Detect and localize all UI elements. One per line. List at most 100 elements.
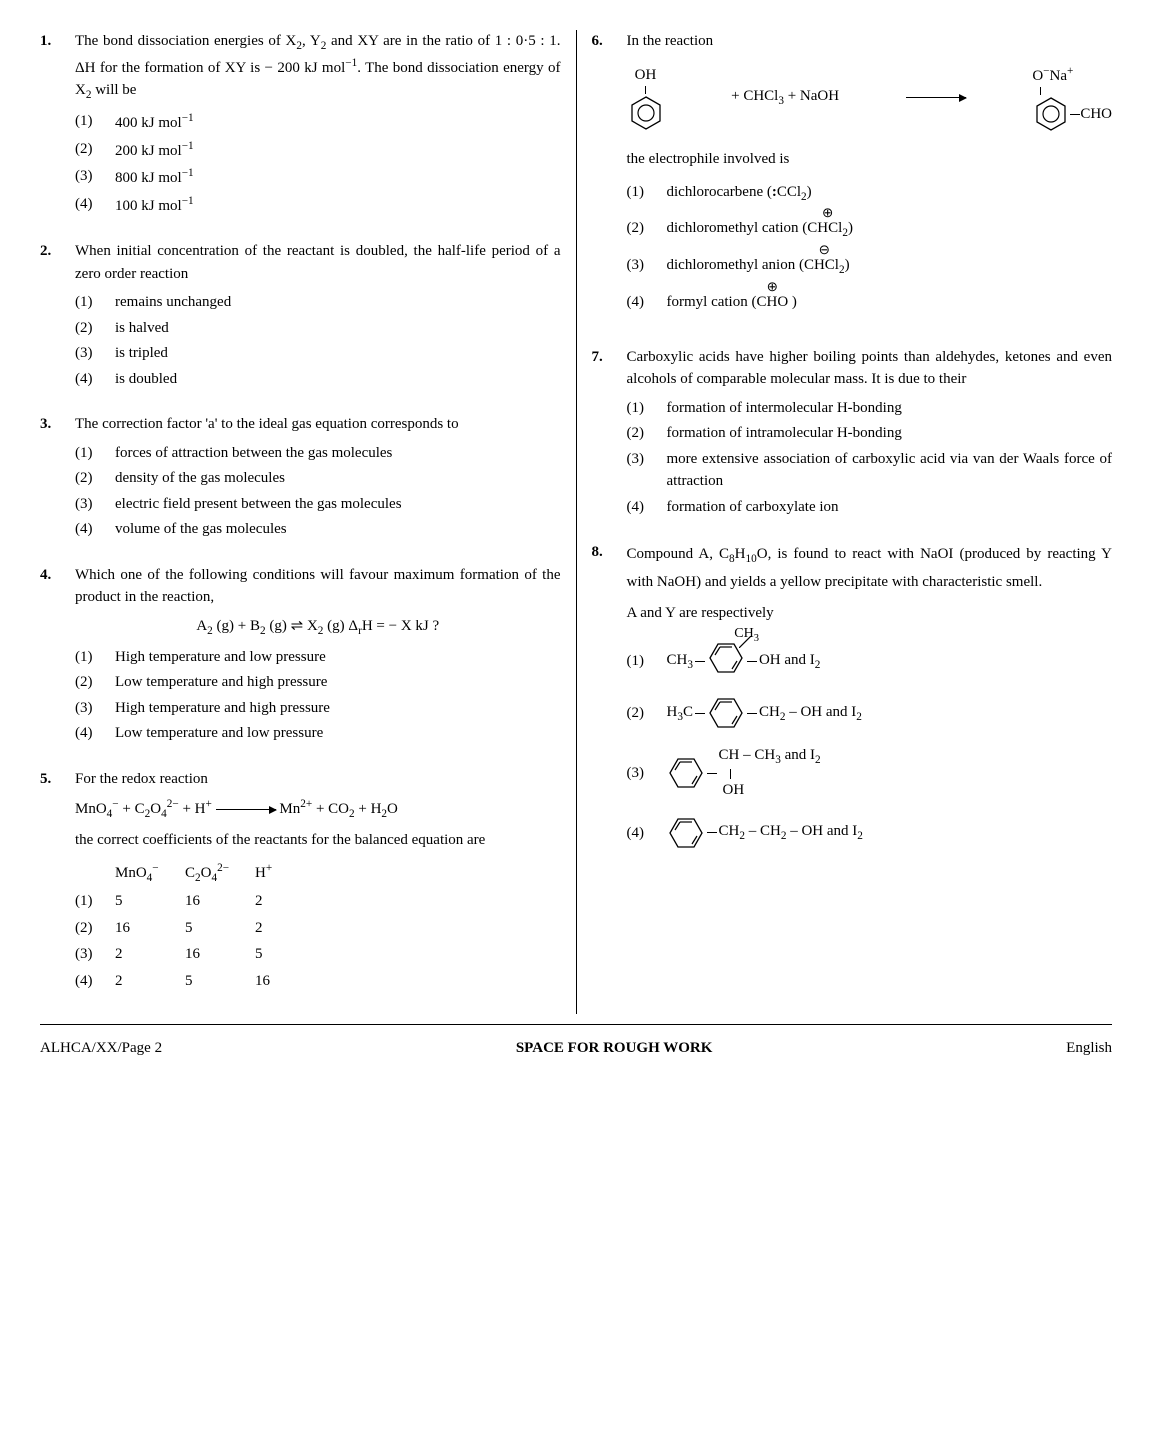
benzene-ring-icon [667,756,705,790]
question-number: 2. [40,240,75,393]
table-row: (3)2165 [75,941,561,968]
option: (3)dichloromethyl anion (⊖CHCl2) [627,254,1113,279]
page-content: 1. The bond dissociation energies of X2,… [40,30,1112,1025]
footer-left: ALHCA/XX/Page 2 [40,1037,162,1060]
question-4: 4. Which one of the following conditions… [40,564,561,748]
option: (4)volume of the gas molecules [75,518,561,541]
question-number: 3. [40,413,75,544]
option: (3)electric field present between the ga… [75,493,561,516]
left-column: 1. The bond dissociation energies of X2,… [40,30,577,1014]
option: (4)is doubled [75,368,561,391]
question-body: The bond dissociation energies of X2, Y2… [75,30,561,220]
reaction-diagram: OH + CHCl3 + NaOH O−Na+ CHO [627,63,1113,134]
question-text2: the correct coefficients of the reactant… [75,832,485,848]
question-body: Carboxylic acids have higher boiling poi… [627,346,1113,522]
question-number: 7. [592,346,627,522]
footer-center: SPACE FOR ROUGH WORK [516,1037,713,1060]
question-6: 6. In the reaction OH + CHCl3 + NaOH O−N… [592,30,1113,326]
option: (1)remains unchanged [75,291,561,314]
options-list: (1)400 kJ mol−1 (2)200 kJ mol−1 (3)800 k… [75,110,561,217]
question-body: When initial concentration of the reacta… [75,240,561,393]
option: (2)is halved [75,317,561,340]
option: (1)dichlorocarbene (:CCl2) [627,181,1113,206]
option: (1)400 kJ mol−1 [75,110,561,135]
option: (2) H3C CH2 – OH and I2 [627,696,1113,730]
equation: A2 (g) + B2 (g) ⇌ X2 (g) ΔrH = − X kJ ? [75,615,561,640]
benzene-ring-icon [627,94,665,132]
question-text: Which one of the following conditions wi… [75,567,561,606]
question-number: 1. [40,30,75,220]
option: (3)800 kJ mol−1 [75,165,561,190]
option: (2)dichloromethyl cation (⊕CHCl2) [627,217,1113,242]
coefficient-table: MnO4− C2O42− H+ (1)5162 (2)1652 (3)2165 … [75,858,561,995]
table-row: (2)1652 [75,915,561,942]
question-1: 1. The bond dissociation energies of X2,… [40,30,561,220]
arrow-icon [906,97,966,98]
option: (2)200 kJ mol−1 [75,138,561,163]
option: (1)formation of intermolecular H-bonding [627,397,1113,420]
phenol-structure: OH [627,64,665,133]
options-list: (1)remains unchanged (2)is halved (3)is … [75,291,561,390]
question-body: Compound A, C8H10O, is found to react wi… [627,541,1113,864]
question-text: Carboxylic acids have higher boiling poi… [627,349,1113,388]
question-3: 3. The correction factor 'a' to the idea… [40,413,561,544]
question-2: 2. When initial concentration of the rea… [40,240,561,393]
option: (1) CH3 CH3 OH and I2 [627,641,1113,683]
question-number: 5. [40,768,75,995]
option: (4)Low temperature and low pressure [75,722,561,745]
question-text: The bond dissociation energies of X2, Y2… [75,33,561,98]
option: (4) CH2 – CH2 – OH and I2 [627,816,1113,850]
option: (1)forces of attraction between the gas … [75,442,561,465]
question-number: 8. [592,541,627,864]
options-list: (1)High temperature and low pressure (2)… [75,646,561,745]
table-row: (1)5162 [75,888,561,915]
right-column: 6. In the reaction OH + CHCl3 + NaOH O−N… [577,30,1113,1014]
options-list: (1)formation of intermolecular H-bonding… [627,397,1113,519]
option: (3) CH – CH3 and I2 OH [627,744,1113,801]
question-text: When initial concentration of the reacta… [75,243,561,282]
structure-2: H3C CH2 – OH and I2 [667,696,862,730]
benzene-ring-icon [707,696,745,730]
question-7: 7. Carboxylic acids have higher boiling … [592,346,1113,522]
structure-4: CH2 – CH2 – OH and I2 [667,816,863,850]
footer-right: English [1066,1037,1112,1060]
bond-icon [739,636,751,648]
options-list: (1)dichlorocarbene (:CCl2) (2)dichlorome… [627,181,1113,314]
options-list: (1) CH3 CH3 OH and I2 [627,641,1113,850]
option: (4)formation of carboxylate ion [627,496,1113,519]
option: (2)formation of intramolecular H-bonding [627,422,1113,445]
option: (3)is tripled [75,342,561,365]
arrow-icon [216,809,276,810]
question-text: Compound A, C8H10O, is found to react wi… [627,541,1113,596]
equation: MnO4− + C2O42− + H+ Mn2+ + CO2 + H2O [75,796,561,823]
reagent-text: + CHCl3 + NaOH [731,85,839,110]
option: (1)High temperature and low pressure [75,646,561,669]
option: (4)100 kJ mol−1 [75,193,561,218]
question-text: In the reaction [627,33,714,49]
question-number: 4. [40,564,75,748]
question-body: For the redox reaction MnO4− + C2O42− + … [75,768,561,995]
options-list: (1)forces of attraction between the gas … [75,442,561,541]
structure-1: CH3 CH3 OH and I2 [667,641,821,683]
question-text: For the redox reaction [75,771,208,787]
question-body: In the reaction OH + CHCl3 + NaOH O−Na+ [627,30,1113,326]
product-structure: O−Na+ CHO [1032,63,1112,134]
benzene-ring-icon [667,816,705,850]
question-text2: the electrophile involved is [627,151,790,167]
question-5: 5. For the redox reaction MnO4− + C2O42−… [40,768,561,995]
question-text2: A and Y are respectively [627,602,1113,625]
question-body: Which one of the following conditions wi… [75,564,561,748]
option: (2)density of the gas molecules [75,467,561,490]
benzene-ring-icon [1032,95,1070,133]
question-8: 8. Compound A, C8H10O, is found to react… [592,541,1113,864]
table-row: (4)2516 [75,968,561,995]
question-number: 6. [592,30,627,326]
table-header: MnO4− C2O42− H+ [75,858,561,889]
option: (2)Low temperature and high pressure [75,671,561,694]
option: (3)more extensive association of carboxy… [627,448,1113,493]
page-footer: ALHCA/XX/Page 2 SPACE FOR ROUGH WORK Eng… [40,1025,1112,1072]
option: (4)formyl cation (⊕CHO ) [627,291,1113,314]
question-text: The correction factor 'a' to the ideal g… [75,416,459,432]
question-body: The correction factor 'a' to the ideal g… [75,413,561,544]
option: (3)High temperature and high pressure [75,697,561,720]
